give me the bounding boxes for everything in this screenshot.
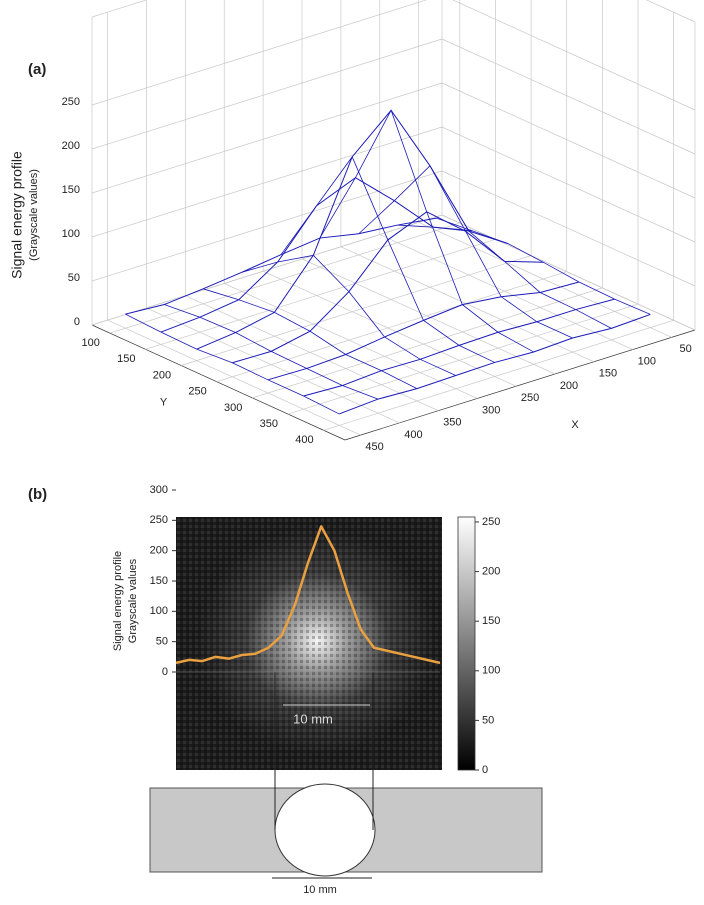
z-tick-label: 200 — [62, 140, 80, 152]
surface-plot: 0 50 100 150 200 250 100 150 200 250 300 350 400 50 10… — [9, 0, 696, 453]
y-tick-label: 350 — [260, 418, 278, 430]
surface-column — [397, 224, 612, 329]
surface-column — [358, 165, 573, 339]
x-axis-label: X — [571, 419, 579, 431]
axis-line — [91, 324, 346, 441]
y-tick-label: 150 — [150, 575, 168, 587]
y-tick-label: 150 — [117, 353, 135, 365]
y-tick-label: 250 — [188, 386, 206, 398]
colorbar — [457, 516, 476, 771]
grid-line — [91, 214, 443, 326]
x-tick-label: 200 — [560, 380, 578, 392]
axis-line — [344, 329, 696, 441]
grid-line — [91, 38, 443, 150]
diagram-scale-label: 10 mm — [303, 884, 337, 896]
surface-column — [164, 304, 379, 400]
z-tick-label: 100 — [62, 228, 80, 240]
z-tick-label: 50 — [68, 272, 80, 284]
grid-line — [441, 126, 696, 243]
surface-column — [436, 217, 651, 315]
x-tick-label: 50 — [680, 343, 692, 355]
colorbar-tick-label: 50 — [482, 714, 494, 726]
grid-line — [379, 234, 633, 350]
grid-line — [441, 38, 696, 155]
surface-row — [232, 211, 544, 364]
grid-line — [216, 271, 567, 383]
y-tick-label: 200 — [150, 545, 168, 557]
grid-line — [262, 270, 517, 387]
y-tick-label: 300 — [224, 402, 242, 414]
grid-line — [91, 126, 443, 238]
surface-row — [267, 281, 580, 381]
colorbar-tick-label: 250 — [482, 516, 500, 528]
inclusion — [274, 783, 376, 877]
surface-column — [319, 109, 534, 353]
colorbar-tick-label: 150 — [482, 615, 500, 627]
x-tick-label: 450 — [365, 441, 383, 453]
grid-line — [185, 295, 439, 411]
image-profile-plot: 10 mm 10 mm 0 50 100 150 200 250 300 Signal ene… — [112, 484, 543, 896]
y-axis-label: Signal energy profile — [112, 551, 124, 651]
grid-line — [441, 214, 696, 331]
grid-line — [107, 319, 361, 436]
colorbar-tick-label: 0 — [482, 764, 488, 776]
grid-line — [91, 170, 443, 282]
grid-line — [340, 246, 595, 363]
profile-line — [175, 525, 441, 665]
grid-line — [180, 255, 532, 366]
y-tick-label: 50 — [156, 636, 168, 648]
y-tick-label: 100 — [81, 337, 99, 349]
x-tick-label: 300 — [482, 404, 500, 416]
surface-column — [280, 156, 495, 363]
grid-line — [224, 283, 478, 399]
colorbar-tick-label: 100 — [482, 665, 500, 677]
grid-line — [452, 0, 696, 111]
surface-column — [203, 288, 418, 389]
grid-line — [91, 0, 428, 106]
surface-column — [125, 313, 340, 415]
x-tick-label: 100 — [638, 355, 656, 367]
grid-line — [145, 238, 496, 350]
y-tick-label: 400 — [295, 434, 313, 446]
z-axis-label: Signal energy profile — [9, 151, 25, 279]
y-axis-label: Y — [160, 396, 168, 408]
box-edge — [645, 0, 696, 23]
y-tick-label: 200 — [153, 369, 171, 381]
panel-label: (a) — [28, 61, 46, 78]
y-tick-label: 100 — [150, 605, 168, 617]
grid-line — [418, 222, 672, 338]
colorbar-tick-label: 200 — [482, 565, 500, 577]
grid-line — [146, 307, 400, 424]
y-tick-label: 250 — [150, 514, 168, 526]
y-tick-label: 0 — [162, 666, 168, 678]
grid-line — [441, 82, 696, 199]
image-noise — [176, 517, 442, 770]
x-tick-label: 150 — [599, 368, 617, 380]
grid-line — [441, 170, 696, 287]
x-tick-label: 400 — [404, 429, 422, 441]
z-tick-label: 250 — [62, 96, 80, 108]
z-tick-label: 150 — [62, 184, 80, 196]
x-tick-label: 350 — [443, 417, 461, 429]
panel-label: (b) — [28, 486, 47, 503]
grid-line — [301, 258, 556, 375]
grid-line — [287, 303, 639, 415]
z-axis-label-note: (Grayscale values) — [28, 169, 40, 261]
y-axis-label-note: Grayscale values — [127, 558, 139, 643]
scale-label: 10 mm — [293, 711, 333, 726]
surface-column — [241, 254, 457, 376]
grid-line — [109, 222, 460, 334]
z-tick-label: 0 — [74, 316, 80, 328]
grid-line — [252, 287, 603, 399]
grid-line — [91, 82, 443, 194]
x-tick-label: 250 — [521, 392, 539, 404]
y-tick-label: 300 — [150, 484, 168, 496]
grid-line — [323, 319, 674, 431]
box-edge — [91, 0, 148, 18]
